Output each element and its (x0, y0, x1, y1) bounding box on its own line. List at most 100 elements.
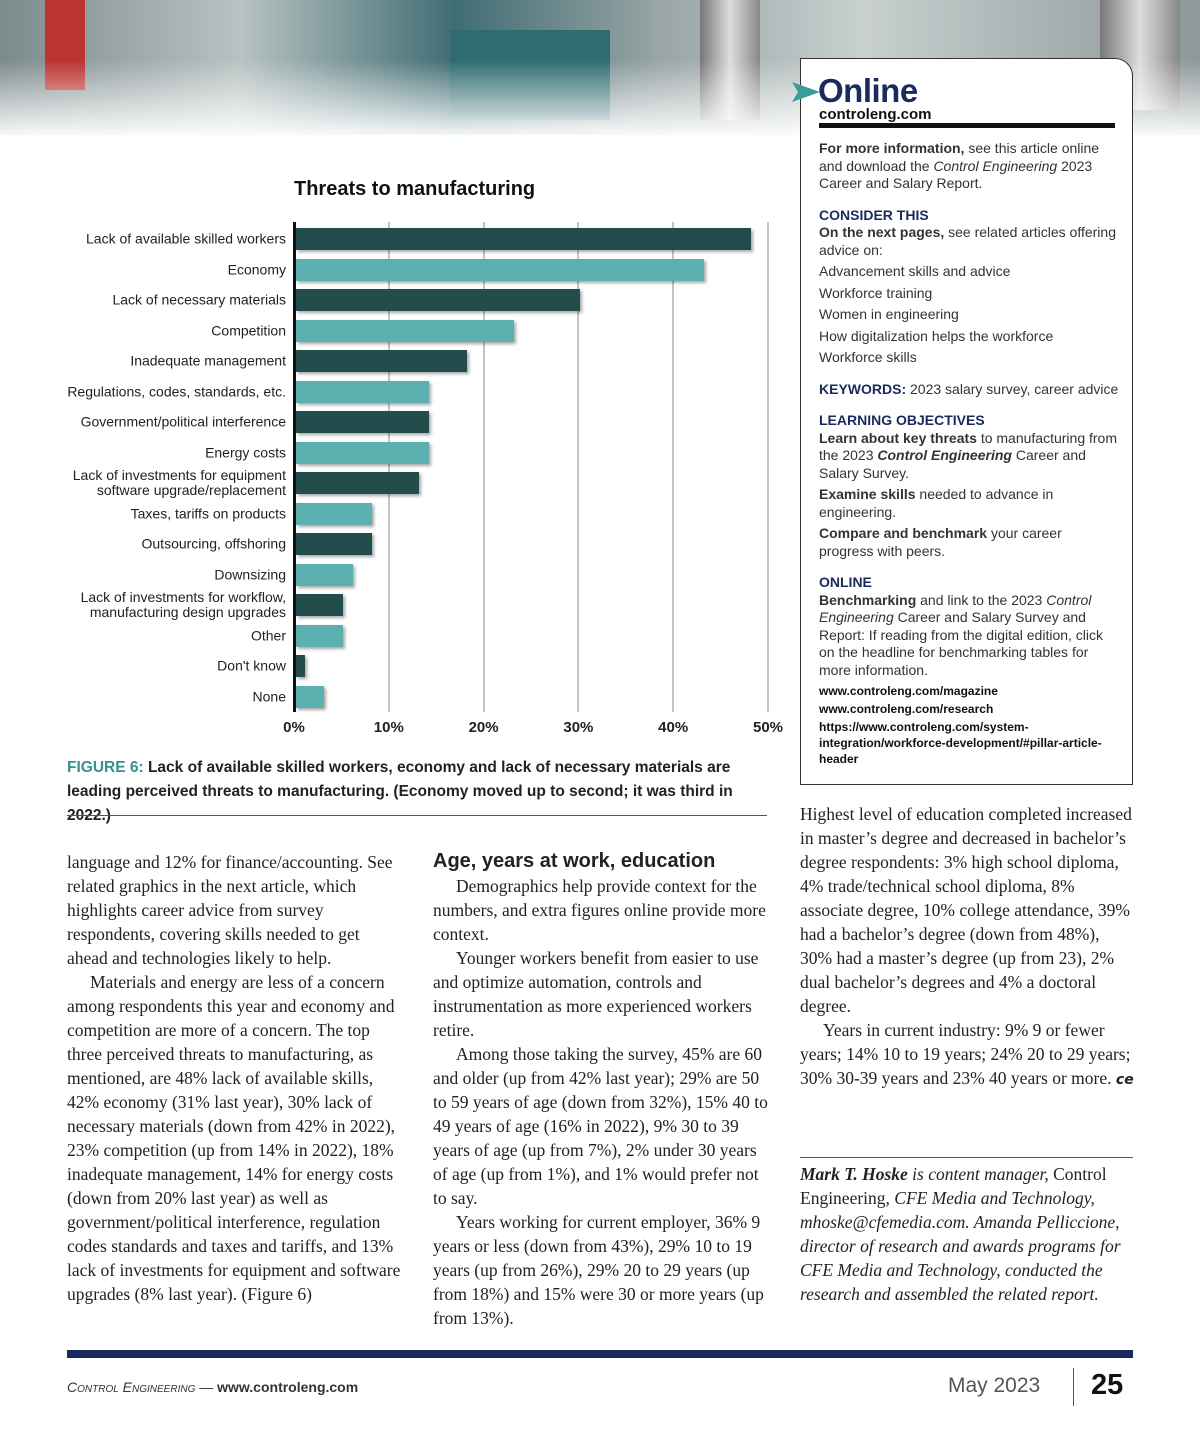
y-tick-label: Lack of investments for equipment softwa… (72, 467, 286, 499)
y-tick-label: Outsourcing, offshoring (141, 535, 287, 552)
grid-line (767, 222, 769, 712)
chart-title: Threats to manufacturing (294, 178, 536, 200)
bar (296, 472, 420, 495)
text: see this article online and download the (819, 140, 1100, 174)
bar (296, 624, 344, 647)
intro: For more information, see this article o… (819, 140, 1119, 193)
bar (296, 319, 515, 342)
paragraphs: Demographics help provide context for th… (433, 874, 768, 1330)
text: see related articles offering advice on: (819, 224, 1116, 258)
bar (296, 441, 429, 464)
objective: Examine skills needed to advance in engi… (819, 486, 1119, 521)
end-mark: ce (1115, 1072, 1134, 1088)
section-heading: Age, years at work, education (433, 850, 716, 872)
y-tick-label: Energy costs (205, 444, 286, 461)
logo: Online (818, 72, 918, 109)
bold: On the next pages, (819, 224, 945, 240)
url: www.controleng.com (217, 1379, 359, 1395)
column: Highest level of education completed inc… (800, 802, 1135, 1092)
links: www.controleng.com/magazine www.controlen… (819, 683, 1119, 767)
link: https://www.controleng.com/system-integr… (819, 720, 1102, 766)
bar (296, 533, 372, 556)
paragraph: language and 12% for finance/accounting.… (67, 852, 393, 968)
italic: Control Engineering (819, 591, 1092, 626)
paragraph: Years in current industry: 9% 9 or fewer… (800, 1020, 1134, 1088)
paragraph: Years working for current employer, 36% … (433, 1212, 764, 1328)
y-tick-label: Lack of available skilled workers (86, 230, 286, 247)
grid-line (387, 222, 390, 712)
y-tick-label: Economy (227, 261, 286, 278)
dash: — (199, 1379, 214, 1395)
x-tick-label: 20% (468, 719, 499, 736)
bar (296, 350, 467, 373)
bold: Examine skills (819, 486, 916, 502)
logo-url: controleng.com (819, 106, 932, 123)
sidebar-text: For more information, see this article o… (819, 140, 1119, 769)
consider: On the next pages, see related articles … (819, 224, 1119, 259)
divider (1073, 1368, 1074, 1406)
bar (296, 502, 372, 525)
bar (296, 411, 429, 434)
text: 2023 Career and Salary Report. (819, 157, 1093, 192)
logo-rule (819, 123, 1115, 128)
column: Age, years at work, education Demographi… (433, 848, 768, 1330)
text: , CFE Media and Technology, mhoske@cfeme… (800, 1188, 1121, 1304)
page-number: 25 (1091, 1369, 1124, 1401)
text: is content manager, (912, 1164, 1049, 1184)
label: KEYWORDS: (819, 380, 907, 397)
text: Control Engineering (800, 1164, 1107, 1208)
heading: CONSIDER THIS (819, 206, 929, 223)
link: www.controleng.com/research (819, 702, 994, 716)
logo-arrow (792, 82, 820, 102)
paragraph: Highest level of education completed inc… (800, 804, 1132, 1016)
y-tick-label: Government/political interference (80, 413, 286, 430)
x-tick-label: 50% (752, 719, 784, 736)
bold: Compare and benchmark (819, 525, 988, 541)
caption-label: FIGURE 6: (67, 759, 144, 776)
caption-text: Lack of available skilled workers, econo… (67, 759, 733, 824)
column: language and 12% for finance/accounting.… (67, 850, 402, 1306)
bar (296, 258, 704, 281)
bar (296, 686, 325, 708)
bar (296, 380, 429, 403)
x-tick-label: 0% (283, 719, 305, 736)
sidebar-box (800, 58, 1133, 785)
list-item: Workforce skills (819, 349, 917, 365)
list: Advancement skills and advice Workforce t… (819, 263, 1119, 367)
paragraph: Among those taking the survey, 45% are 6… (433, 1044, 768, 1208)
paragraph: Demographics help provide context for th… (433, 876, 766, 944)
bar (296, 228, 752, 250)
x-tick-label: 30% (563, 719, 594, 736)
online: Benchmarking and link to the 2023 Contro… (819, 592, 1119, 680)
caption: FIGURE 6: Lack of available skilled work… (67, 756, 767, 828)
rule (67, 815, 767, 816)
y-tick-label: Inadequate management (130, 352, 286, 369)
y-tick-label: Lack of investments for workflow, manufa… (80, 589, 286, 621)
italic: Control Engineering (877, 447, 1012, 463)
paragraph: Materials and energy are less of a conce… (67, 972, 401, 1304)
objective: Compare and benchmark your career progre… (819, 525, 1119, 560)
objective: Learn about key threats to manufacturing… (819, 430, 1119, 483)
grid-line (672, 222, 675, 712)
y-tick-label: Other (250, 627, 286, 644)
text: and link to the 2023 (920, 591, 1043, 608)
bio: Mark T. Hoske is content manager, Contro… (800, 1162, 1135, 1306)
grid-line (482, 222, 485, 712)
italic: Control Engineering (933, 157, 1058, 174)
link: www.controleng.com/magazine (819, 684, 998, 698)
heading: ONLINE (819, 574, 872, 590)
grid-line (577, 222, 580, 712)
text: needed to advance in engineering. (819, 486, 1054, 520)
x-tick-label: 10% (373, 719, 404, 736)
text: 2023 salary survey, career advice (910, 380, 1119, 397)
bar (296, 655, 306, 678)
list: Learn about key threats to manufacturing… (819, 430, 1119, 561)
footer-left: Control Engineering — www.controleng.com (67, 1379, 358, 1395)
y-tick-label: Don't know (217, 657, 286, 674)
list-item: Women in engineering (819, 306, 959, 322)
bar (296, 563, 353, 586)
y-tick-label: None (252, 688, 286, 705)
paragraph: Younger workers benefit from easier to u… (433, 948, 759, 1040)
bio-name: Mark T. Hoske (800, 1164, 908, 1184)
list-item: Advancement skills and advice (819, 263, 1011, 279)
